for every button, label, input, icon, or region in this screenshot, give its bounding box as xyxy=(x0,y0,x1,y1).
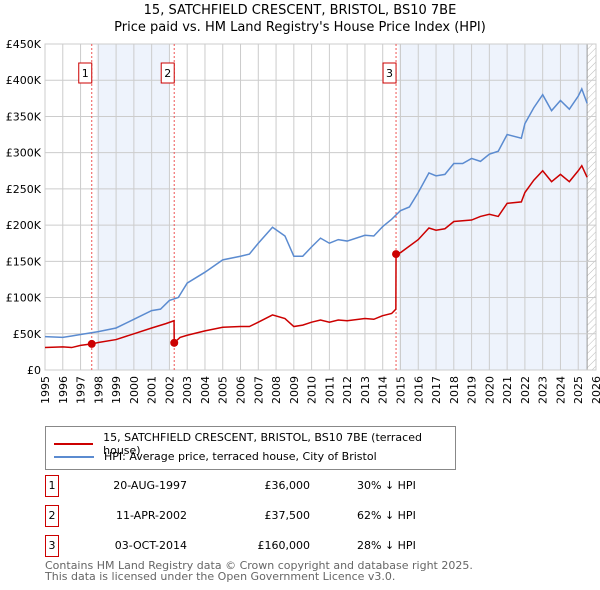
x-tick-label: 1997 xyxy=(75,376,88,404)
sale-marker-label: 3 xyxy=(386,67,393,80)
x-tick-label: 2020 xyxy=(483,376,496,404)
x-tick-label: 2004 xyxy=(199,376,212,404)
x-tick-label: 2007 xyxy=(252,376,265,404)
transaction-date: 11-APR-2002 xyxy=(115,509,187,522)
transaction-row: 2 11-APR-2002 £37,500 62% ↓ HPI xyxy=(45,505,465,527)
sale-point xyxy=(170,338,179,347)
x-tick-label: 2003 xyxy=(181,376,194,404)
footer: Contains HM Land Registry data © Crown c… xyxy=(45,560,473,582)
y-tick-label: £300K xyxy=(6,147,42,160)
y-tick-label: £0 xyxy=(27,364,41,377)
sale-marker-box xyxy=(382,62,397,84)
shaded-range xyxy=(96,44,170,370)
sale-marker-label: 2 xyxy=(164,67,171,80)
sale-marker-label: 1 xyxy=(82,67,89,80)
footer-line: This data is licensed under the Open Gov… xyxy=(45,570,396,583)
series-line xyxy=(44,87,588,339)
x-tick-label: 2002 xyxy=(163,376,176,404)
transaction-hpi: 30% ↓ HPI xyxy=(357,479,416,492)
legend: 15, SATCHFIELD CRESCENT, BRISTOL, BS10 7… xyxy=(45,426,456,470)
chart-title: 15, SATCHFIELD CRESCENT, BRISTOL, BS10 7… xyxy=(143,3,457,18)
transaction-date: 20-AUG-1997 xyxy=(113,479,187,492)
chart: 1995 1996 1997 1998 1999 2000 2001 2002 2003 2004… xyxy=(6,38,600,404)
x-tick-label: 2024 xyxy=(554,376,567,404)
transaction-hpi: 62% ↓ HPI xyxy=(357,509,416,522)
y-tick-label: £450K xyxy=(6,38,42,51)
x-tick-label: 2016 xyxy=(412,376,425,404)
transaction-price: £37,500 xyxy=(264,509,311,522)
x-tick-label: 2008 xyxy=(270,376,283,404)
transaction-date: 03-OCT-2014 xyxy=(114,539,187,552)
transaction-price: £36,000 xyxy=(264,479,311,492)
x-tick-label: 2014 xyxy=(377,376,390,404)
x-tick-label: 2026 xyxy=(590,376,600,404)
x-tick-label: 2018 xyxy=(448,376,461,404)
x-tick-label: 2001 xyxy=(146,376,159,404)
y-tick-label: £150K xyxy=(6,255,42,268)
series-line xyxy=(44,164,588,349)
sale-point xyxy=(392,250,401,259)
x-tick-label: 2012 xyxy=(341,376,354,404)
x-tick-label: 2010 xyxy=(306,376,319,404)
chart-subtitle: Price paid vs. HM Land Registry's House … xyxy=(114,20,486,35)
x-tick-label: 2022 xyxy=(519,376,532,404)
x-tick-label: 2013 xyxy=(359,376,372,404)
forecast-hatch xyxy=(587,44,596,370)
y-tick-label: £250K xyxy=(6,183,42,196)
x-tick-label: 2015 xyxy=(394,376,407,404)
x-tick-label: 2023 xyxy=(537,376,550,404)
x-tick-label: 2019 xyxy=(466,376,479,404)
transaction-number: 3 xyxy=(45,535,59,557)
x-tick-label: 2011 xyxy=(323,376,336,404)
y-tick-label: £350K xyxy=(6,110,42,123)
legend-red-label: 15, SATCHFIELD CRESCENT, BRISTOL, BS10 7… xyxy=(103,431,422,457)
legend-red-swatch xyxy=(54,443,94,445)
x-tick-label: 1995 xyxy=(39,376,52,404)
x-tick-label: 2021 xyxy=(501,376,514,404)
x-tick-label: 2025 xyxy=(572,376,585,404)
transaction-row: 1 20-AUG-1997 £36,000 30% ↓ HPI xyxy=(45,475,465,497)
x-tick-label: 2006 xyxy=(235,376,248,404)
transaction-number: 2 xyxy=(45,505,59,527)
legend-blue-swatch xyxy=(54,455,94,458)
sale-marker-box xyxy=(78,62,93,84)
x-tick-label: 2017 xyxy=(430,376,443,404)
x-tick-label: 2005 xyxy=(217,376,230,404)
footer-line: Contains HM Land Registry data © Crown c… xyxy=(45,559,473,572)
x-tick-label: 2000 xyxy=(128,376,141,404)
transaction-row: 3 03-OCT-2014 £160,000 28% ↓ HPI xyxy=(45,535,465,557)
shaded-range xyxy=(398,44,588,370)
x-tick-label: 1998 xyxy=(92,376,105,404)
y-tick-label: £50K xyxy=(13,328,42,341)
sale-marker-box xyxy=(160,62,175,84)
y-tick-label: £200K xyxy=(6,219,42,232)
y-tick-label: £100K xyxy=(6,292,42,305)
sale-point xyxy=(87,339,96,348)
x-tick-label: 1999 xyxy=(110,376,123,404)
transaction-number: 1 xyxy=(45,475,59,497)
plot-frame xyxy=(44,43,597,371)
x-tick-label: 1996 xyxy=(57,376,70,404)
transaction-price: £160,000 xyxy=(257,539,311,552)
legend-blue-label: HPI: Average price, terraced house, City… xyxy=(104,450,377,463)
y-tick-label: £400K xyxy=(6,74,42,87)
x-tick-label: 2009 xyxy=(288,376,301,404)
transaction-hpi: 28% ↓ HPI xyxy=(357,539,416,552)
